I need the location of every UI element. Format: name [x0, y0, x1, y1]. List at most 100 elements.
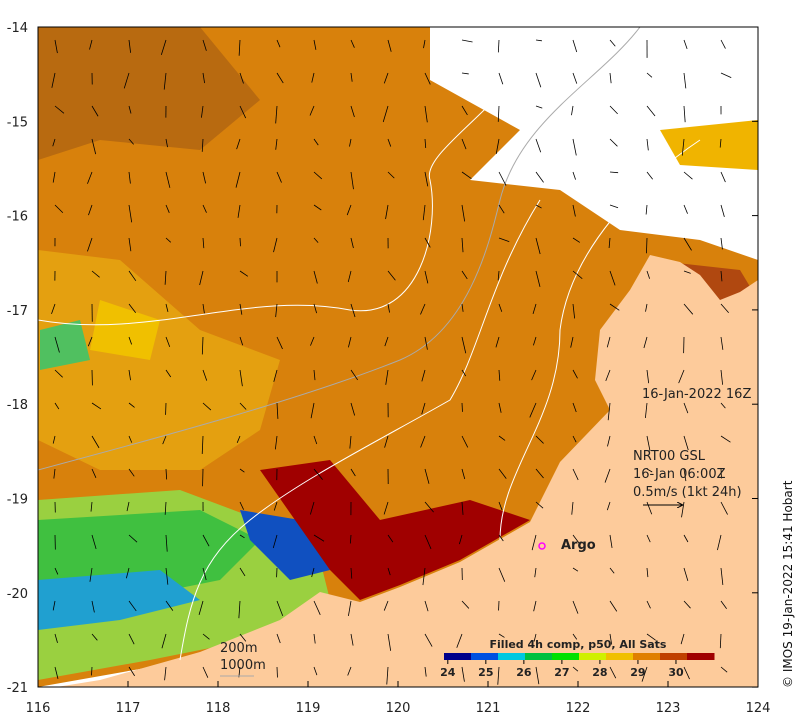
current-vector — [91, 468, 97, 478]
current-vector — [383, 600, 389, 611]
current-vector — [350, 567, 353, 579]
current-vector — [349, 138, 352, 147]
current-vector — [163, 72, 167, 90]
current-vector — [609, 567, 615, 574]
current-vector — [720, 666, 728, 673]
current-vector — [311, 567, 315, 578]
current-vector — [646, 237, 648, 254]
current-vector — [720, 303, 729, 314]
lat-tick-label: -21 — [7, 681, 28, 696]
current-vector — [202, 369, 208, 381]
current-vector — [128, 600, 137, 612]
current-vector — [497, 105, 500, 122]
current-vector — [387, 138, 392, 147]
currents-source: NRT00 GSL — [633, 449, 705, 464]
current-vector — [90, 501, 93, 512]
current-vector — [348, 600, 352, 617]
current-vector — [683, 237, 692, 251]
current-vector — [461, 369, 467, 377]
current-vector — [239, 72, 244, 84]
current-vector — [572, 204, 576, 217]
current-vector — [347, 336, 352, 348]
current-vector — [498, 501, 503, 511]
current-vector — [165, 468, 168, 480]
current-vector — [313, 600, 321, 615]
current-vector — [237, 204, 241, 218]
current-vector — [683, 39, 688, 50]
current-vector — [165, 600, 174, 611]
current-vector — [572, 39, 578, 53]
current-vector — [276, 39, 281, 48]
current-vector — [164, 666, 167, 681]
current-vector — [51, 72, 56, 88]
current-vector — [683, 435, 689, 451]
current-vector — [498, 237, 510, 243]
lat-tick-label: -15 — [7, 115, 28, 130]
colorbar-tick-label: 25 — [478, 666, 493, 679]
current-vector — [683, 402, 689, 414]
current-vector — [239, 303, 243, 315]
current-vector — [128, 138, 134, 145]
current-vector — [350, 72, 353, 82]
current-vector — [128, 402, 135, 408]
current-vector — [607, 435, 611, 447]
current-vector — [54, 336, 60, 353]
current-vector — [606, 336, 611, 348]
colorbar-segment — [606, 653, 634, 660]
current-vector — [683, 468, 687, 482]
current-vector — [609, 534, 613, 548]
current-vector — [535, 435, 544, 444]
current-vector — [646, 501, 653, 515]
isobath-1000m — [38, 27, 641, 471]
current-vector — [202, 633, 210, 640]
current-vector — [384, 435, 389, 448]
current-vector — [91, 666, 93, 676]
colorbar-segment — [660, 653, 688, 660]
current-vector — [51, 303, 56, 315]
current-vector — [532, 303, 537, 315]
current-vector — [310, 402, 315, 419]
current-vector — [387, 39, 392, 52]
current-vector — [683, 204, 688, 214]
current-vector — [720, 402, 726, 409]
current-vector — [535, 237, 541, 255]
current-vector — [202, 303, 205, 314]
isobath-200m-label: 200m — [220, 641, 258, 656]
current-vector — [201, 138, 204, 152]
current-vector — [572, 666, 579, 672]
current-vector — [350, 369, 359, 381]
argo-label: Argo — [561, 538, 596, 553]
current-vector — [609, 39, 616, 47]
current-vector — [313, 39, 317, 50]
current-vector — [123, 72, 130, 89]
current-vector — [720, 600, 727, 610]
current-vector — [239, 237, 241, 247]
currents-scale: 0.5m/s (1kt 24h) — [633, 485, 742, 500]
argo-float-marker[interactable] — [538, 542, 546, 550]
current-vector — [646, 72, 653, 78]
current-vector — [535, 270, 541, 287]
current-vector — [533, 336, 537, 346]
current-vector — [313, 633, 316, 644]
lon-tick-label: 121 — [476, 701, 501, 716]
current-vector — [276, 633, 281, 644]
current-vector — [273, 369, 278, 382]
current-vector — [52, 600, 56, 611]
current-vector — [128, 633, 135, 645]
current-vector — [424, 534, 432, 550]
current-vector — [54, 105, 65, 114]
current-vector — [572, 270, 583, 280]
current-vector — [165, 567, 169, 585]
current-vector — [607, 402, 611, 421]
current-vector — [350, 237, 354, 249]
current-vector — [165, 534, 168, 552]
current-vector — [609, 600, 618, 612]
current-vector — [349, 435, 352, 449]
current-vector — [54, 402, 60, 410]
colorbar-segment — [633, 653, 661, 660]
current-vector — [495, 138, 500, 154]
current-vector — [384, 336, 389, 347]
current-vector — [683, 567, 689, 582]
current-vector — [529, 402, 537, 418]
